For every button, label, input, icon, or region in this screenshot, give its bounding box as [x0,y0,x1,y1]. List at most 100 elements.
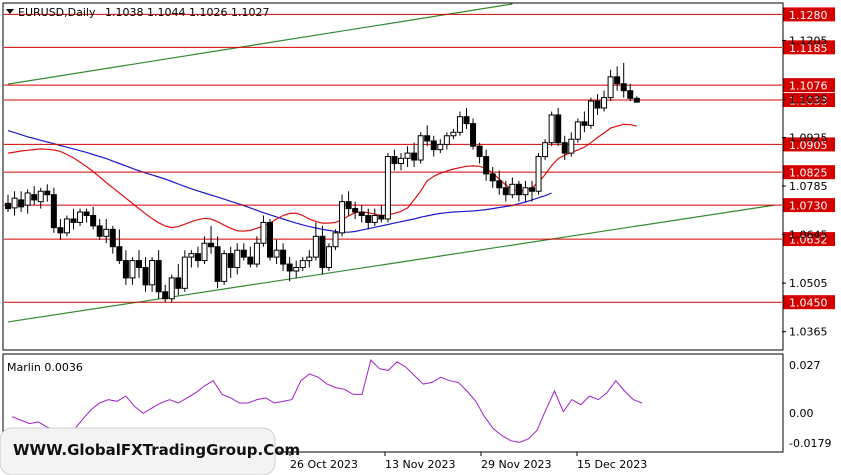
series-line-blue [7,130,552,233]
candle [194,246,201,268]
candle [31,186,38,206]
candle [299,257,306,271]
candle [463,108,470,129]
candle [168,274,175,303]
date-axis: 26 Oct 2023 13 Nov 2023 29 Nov 2023 15 Dec … [289,452,647,471]
candle [234,243,241,275]
price-tick-label: 1.0645 [789,229,828,242]
price-tick-label: 1.0365 [789,326,828,339]
level-label-box [783,295,835,310]
oscillator-frame [2,353,784,453]
candle [437,139,444,154]
osc-tick-bottom: -0.0179 [789,437,831,450]
candle [221,250,228,285]
candle [470,118,477,150]
candle [365,208,372,230]
candle [149,257,156,292]
level-label-box [783,7,835,22]
candle [201,236,208,265]
candle [358,205,365,223]
level-label-box [783,232,835,247]
candle [417,132,424,164]
candle [63,215,70,237]
candle [227,246,234,278]
candle [456,111,463,136]
level-label-box [783,78,835,93]
candle [155,250,162,299]
candle [280,243,287,271]
candle [483,149,490,181]
date-label: 26 Oct 2023 [290,458,358,471]
price-axis: 1.1205 1.1035 1.0925 1.0785 1.0645 1.0505 1.03… [782,34,828,339]
candle [70,208,77,230]
candle [181,250,188,292]
candle [11,191,18,216]
candle [633,96,640,103]
candle [77,208,84,226]
candle [555,108,562,147]
candle [273,239,280,265]
level-label: 1.0730 [789,200,828,213]
candle [561,135,568,161]
oscillator-label: Marlin 0.0036 [7,361,83,374]
candle [162,284,169,303]
candle [535,153,542,195]
candle [50,187,57,233]
candle [568,132,575,157]
candle [37,187,44,209]
candle [587,97,594,129]
candle [404,146,411,167]
level-label: 1.1280 [789,9,828,22]
candle [574,118,581,143]
osc-tick-zero: 0.00 [789,407,814,420]
level-label: 1.0632 [789,234,828,247]
candle [260,215,267,247]
candle [253,236,260,268]
candle [188,250,195,268]
watermark-text: WWW.GlobalFXTradingGroup.Com [13,441,300,459]
level-label-box [783,137,835,152]
candle [548,111,555,147]
candle [312,222,319,261]
candle [502,180,509,202]
candle [18,191,25,213]
candle [129,257,136,285]
candle [136,250,142,278]
candle [325,243,332,271]
candle [267,218,273,261]
candle [515,180,522,202]
candle [214,236,221,289]
candle [109,225,116,254]
candle [339,194,346,237]
candle [607,69,614,102]
level-label: 1.1076 [789,80,828,93]
trend-line [7,3,513,85]
candle [378,205,385,223]
candle [83,208,90,223]
level-label-box [783,165,835,180]
candle [293,260,300,278]
candle [529,180,535,202]
candle [496,170,503,195]
main-frame [2,2,784,351]
level-label-box [783,40,835,55]
candle [345,191,352,216]
candle [90,206,97,230]
candle [443,132,450,150]
candle [44,184,51,202]
candle [175,264,182,296]
candle [122,250,129,285]
level-label: 1.1185 [789,42,828,55]
candle [614,66,621,91]
candle [319,225,326,275]
candle [352,201,359,219]
level-label: 1.0905 [789,139,828,152]
watermark: WWW.GlobalFXTradingGroup.Com [0,427,300,475]
level-label: 1.1033 [789,95,828,108]
collapse-triangle-icon[interactable] [6,9,14,14]
level-label-box [783,93,835,108]
candle [332,229,339,251]
candle [627,83,634,102]
date-label: 13 Nov 2023 [385,458,455,471]
candle [581,111,588,133]
